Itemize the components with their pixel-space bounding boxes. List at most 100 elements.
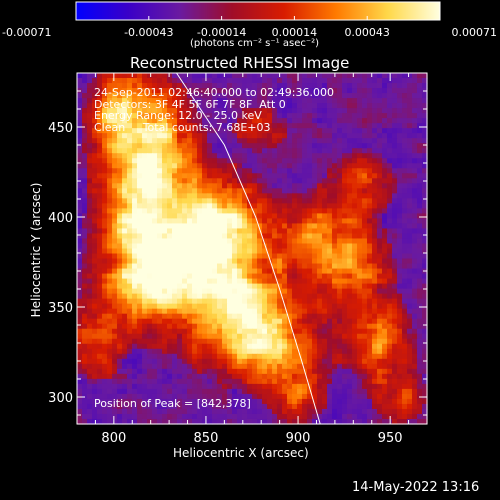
- heatmap-cell: [97, 198, 103, 204]
- heatmap-cell: [202, 183, 208, 189]
- heatmap-cell: [337, 408, 343, 415]
- heatmap-cell: [402, 308, 408, 315]
- heatmap-cell: [247, 403, 253, 410]
- heatmap-cell: [192, 338, 198, 345]
- heatmap-cell: [137, 273, 143, 280]
- heatmap-cell: [377, 218, 383, 225]
- heatmap-cell: [172, 243, 178, 250]
- heatmap-cell: [242, 228, 248, 235]
- heatmap-cell: [107, 303, 113, 310]
- heatmap-cell: [387, 398, 393, 405]
- heatmap-cell: [192, 398, 198, 405]
- heatmap-cell: [227, 408, 233, 415]
- heatmap-cell: [257, 358, 263, 365]
- heatmap-cell: [252, 388, 258, 395]
- heatmap-cell: [107, 203, 113, 209]
- heatmap-cell: [317, 208, 323, 214]
- heatmap-cell: [97, 388, 103, 395]
- heatmap-cell: [262, 248, 268, 255]
- heatmap-cell: [307, 343, 313, 350]
- heatmap-cell: [232, 148, 238, 154]
- heatmap-cell: [107, 243, 113, 250]
- heatmap-cell: [317, 288, 323, 295]
- heatmap-cell: [152, 403, 158, 410]
- heatmap-cell: [272, 73, 278, 79]
- heatmap-cell: [227, 168, 233, 174]
- heatmap-cell: [167, 373, 173, 380]
- heatmap-cell: [377, 238, 383, 245]
- heatmap-cell: [252, 223, 258, 230]
- heatmap-cell: [157, 388, 163, 395]
- heatmap-cell: [142, 403, 148, 410]
- heatmap-cell: [217, 208, 223, 214]
- heatmap-cell: [272, 188, 278, 194]
- heatmap-cell: [312, 248, 318, 255]
- heatmap-cell: [187, 263, 193, 270]
- heatmap-cell: [312, 188, 318, 194]
- heatmap-cell: [202, 188, 208, 194]
- heatmap-cell: [322, 123, 328, 129]
- heatmap-cell: [107, 83, 113, 89]
- heatmap-cell: [167, 143, 173, 149]
- heatmap-cell: [117, 318, 123, 325]
- heatmap-cell: [417, 213, 423, 220]
- heatmap-cell: [332, 228, 338, 235]
- heatmap-cell: [102, 148, 108, 154]
- heatmap-cell: [267, 188, 273, 194]
- heatmap-cell: [137, 403, 143, 410]
- heatmap-cell: [282, 193, 288, 199]
- heatmap-cell: [392, 228, 398, 235]
- heatmap-cell: [382, 198, 388, 204]
- heatmap-cell: [82, 293, 88, 300]
- heatmap-cell: [252, 358, 258, 365]
- heatmap-cell: [122, 418, 128, 425]
- heatmap-cell: [412, 303, 418, 310]
- heatmap-cell: [372, 233, 378, 240]
- heatmap-cell: [187, 293, 193, 300]
- heatmap-cell: [397, 178, 403, 184]
- heatmap-cell: [392, 398, 398, 405]
- heatmap-cell: [112, 228, 118, 235]
- heatmap-cell: [87, 158, 93, 164]
- heatmap-cell: [177, 328, 183, 335]
- heatmap-cell: [77, 278, 83, 285]
- heatmap-cell: [337, 173, 343, 179]
- heatmap-cell: [167, 78, 173, 84]
- heatmap-cell: [142, 193, 148, 199]
- heatmap-cell: [372, 388, 378, 395]
- heatmap-cell: [262, 413, 268, 420]
- heatmap-cell: [87, 363, 93, 370]
- heatmap-cell: [337, 148, 343, 154]
- heatmap-cell: [317, 278, 323, 285]
- heatmap-cell: [282, 223, 288, 230]
- heatmap-cell: [192, 293, 198, 300]
- heatmap-cell: [407, 298, 413, 305]
- heatmap-cell: [417, 158, 423, 164]
- heatmap-cell: [97, 153, 103, 159]
- heatmap-cell: [282, 308, 288, 315]
- heatmap-cell: [177, 228, 183, 235]
- heatmap-cell: [387, 288, 393, 295]
- heatmap-cell: [292, 358, 298, 365]
- heatmap-cell: [267, 103, 273, 109]
- heatmap-cell: [282, 323, 288, 330]
- heatmap-cell: [387, 403, 393, 410]
- heatmap-cell: [167, 248, 173, 255]
- heatmap-cell: [282, 173, 288, 179]
- heatmap-cell: [367, 313, 373, 320]
- heatmap-cell: [352, 413, 358, 420]
- heatmap-cell: [287, 168, 293, 174]
- heatmap-cell: [322, 368, 328, 375]
- heatmap-cell: [212, 413, 218, 420]
- heatmap-cell: [87, 218, 93, 225]
- heatmap-cell: [97, 243, 103, 250]
- heatmap-cell: [412, 213, 418, 220]
- heatmap-cell: [377, 138, 383, 144]
- heatmap-cell: [342, 193, 348, 199]
- heatmap-cell: [357, 238, 363, 245]
- heatmap-cell: [107, 363, 113, 370]
- heatmap-cell: [332, 393, 338, 400]
- heatmap-cell: [417, 278, 423, 285]
- heatmap-cell: [392, 293, 398, 300]
- heatmap-cell: [347, 313, 353, 320]
